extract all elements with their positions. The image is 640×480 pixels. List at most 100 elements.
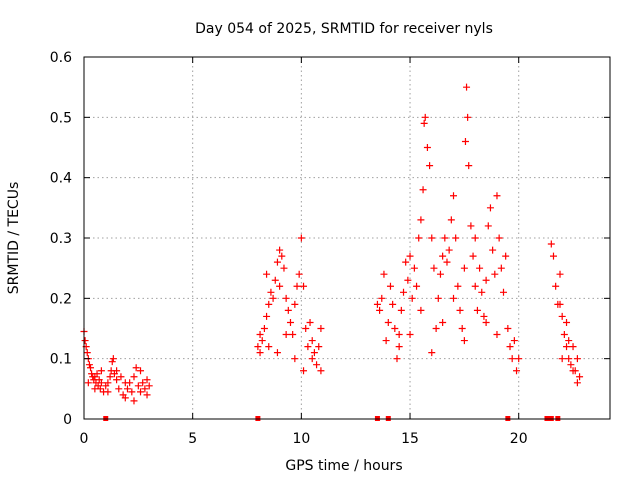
data-point [508, 355, 516, 363]
data-point [256, 349, 264, 357]
data-point [426, 162, 434, 170]
data-point [563, 343, 571, 351]
data-point [493, 331, 501, 339]
data-point [263, 312, 271, 320]
data-point [406, 331, 414, 339]
data-point [273, 349, 281, 357]
data-point [504, 325, 512, 332]
data-point [391, 325, 399, 332]
data-point [450, 192, 458, 200]
data-point [87, 364, 95, 372]
data-point [510, 337, 518, 345]
data-point [549, 252, 557, 260]
data-point [104, 379, 112, 387]
data-point [304, 343, 312, 351]
data-point [408, 294, 416, 302]
data-point [445, 246, 453, 254]
data-point [137, 367, 145, 375]
data-point [441, 234, 449, 242]
data-point [145, 382, 153, 390]
data-point [497, 264, 505, 272]
x-tick-label: 5 [188, 431, 197, 447]
data-point [402, 258, 410, 266]
data-point [395, 331, 403, 339]
data-point [260, 325, 268, 332]
data-point [313, 361, 321, 369]
data-point [460, 337, 468, 345]
data-point [547, 240, 555, 248]
data-point [295, 270, 303, 278]
data-point [439, 318, 447, 326]
data-point [300, 282, 308, 290]
data-point [436, 270, 444, 278]
data-point [464, 113, 472, 121]
data-point [502, 252, 510, 260]
data-point [563, 318, 571, 326]
data-point [552, 282, 560, 290]
data-point [569, 343, 577, 351]
x-tick-label: 15 [401, 431, 419, 447]
data-point [289, 331, 297, 339]
data-point [265, 300, 273, 308]
y-tick-label: 0.5 [50, 110, 72, 126]
data-point [491, 270, 499, 278]
data-point [400, 288, 408, 296]
data-point [265, 343, 273, 351]
data-point [271, 276, 279, 284]
data-point [556, 270, 564, 278]
data-point [558, 355, 566, 363]
data-point [113, 367, 121, 375]
data-point [476, 264, 484, 272]
data-point [465, 162, 473, 170]
data-point [439, 252, 447, 260]
data-point [380, 270, 388, 278]
x-tick-label: 0 [80, 431, 89, 447]
data-point [430, 264, 438, 272]
data-point [450, 294, 458, 302]
data-point [463, 83, 471, 91]
data-point [263, 270, 271, 278]
y-tick-label: 0.2 [50, 291, 72, 307]
data-point [482, 318, 490, 326]
data-point [315, 343, 323, 351]
data-point [471, 282, 479, 290]
data-point [113, 376, 121, 384]
data-point [515, 355, 523, 363]
data-point [126, 379, 134, 387]
data-point [317, 367, 325, 375]
data-point [109, 355, 117, 363]
data-point [486, 204, 494, 212]
data-point [499, 288, 507, 296]
data-point [276, 282, 284, 290]
data-point [413, 282, 421, 290]
data-point [493, 192, 501, 200]
data-point [452, 234, 460, 242]
data-point [104, 388, 112, 396]
y-tick-label: 0.6 [50, 50, 72, 66]
data-point [254, 343, 262, 351]
data-point [443, 258, 451, 266]
data-point [317, 325, 325, 332]
data-point [258, 337, 266, 345]
data-point [93, 370, 101, 378]
data-point [565, 337, 573, 345]
data-point [84, 379, 92, 387]
data-point [91, 385, 99, 393]
data-point [395, 343, 403, 351]
data-point [83, 349, 91, 357]
data-point [306, 318, 314, 326]
data-point [278, 252, 286, 260]
data-point [454, 282, 462, 290]
y-tick-label: 0 [63, 412, 72, 428]
data-point [141, 385, 149, 393]
data-point [478, 288, 486, 296]
data-point [134, 382, 142, 390]
data-point [410, 264, 418, 272]
data-point [560, 331, 568, 339]
chart-title: Day 054 of 2025, SRMTID for receiver nyl… [195, 21, 493, 37]
data-point [291, 355, 299, 363]
data-point [256, 331, 264, 339]
data-point [415, 234, 423, 242]
data-point [506, 343, 514, 351]
